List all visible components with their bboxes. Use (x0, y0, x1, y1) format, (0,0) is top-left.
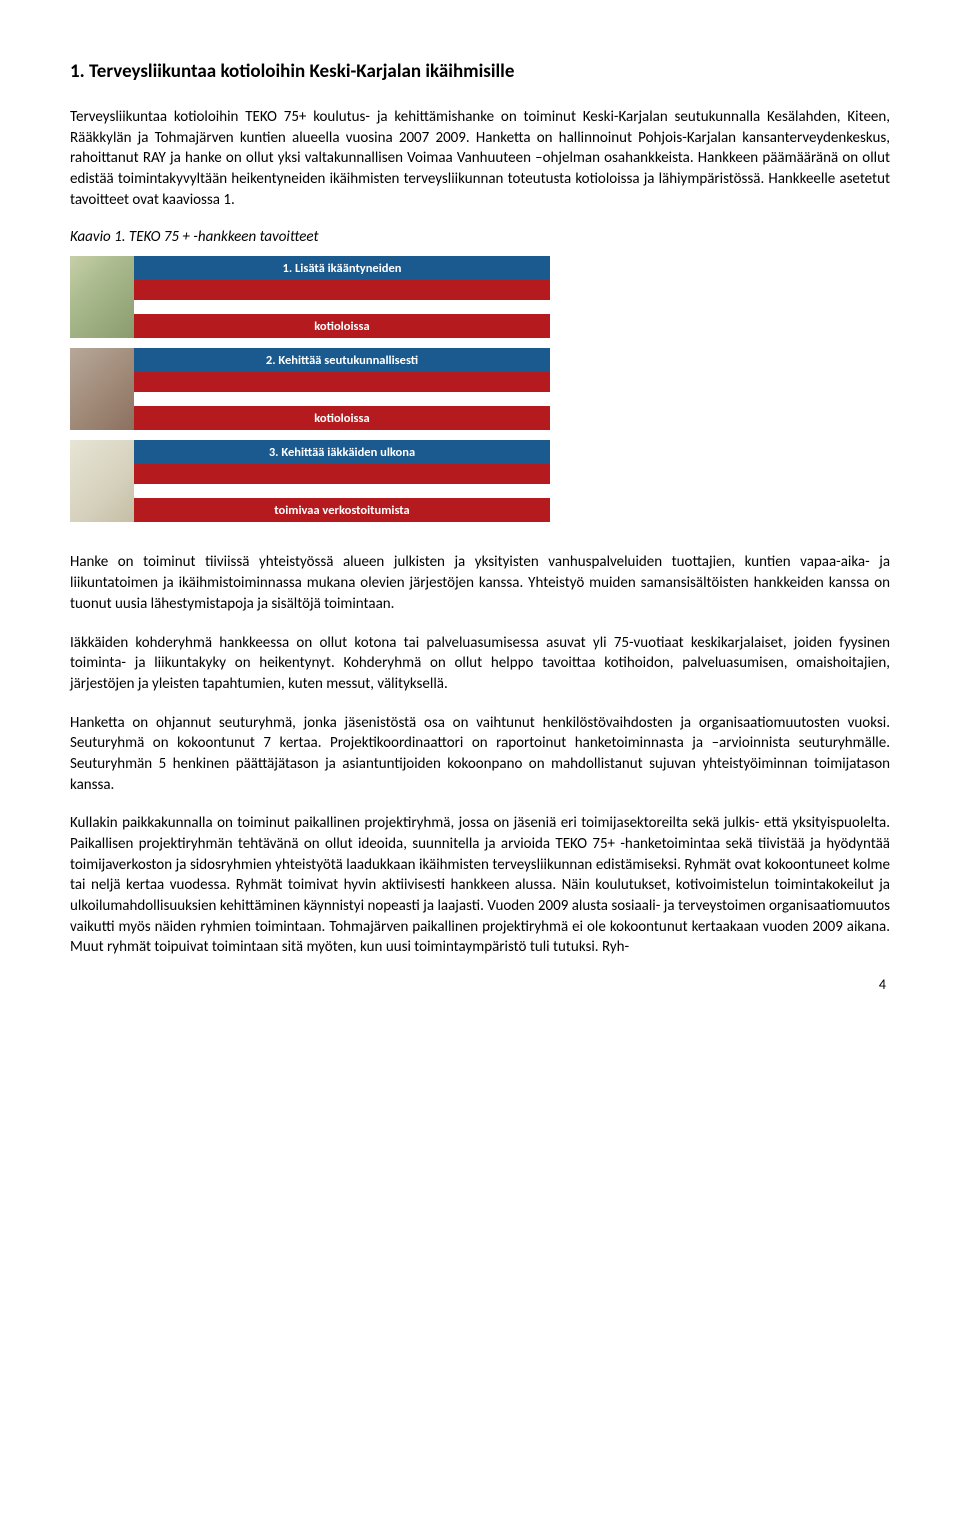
goal-3-white (134, 484, 550, 498)
paragraph-4: Hanketta on ohjannut seuturyhmä, jonka j… (70, 713, 890, 796)
goal-1-red-bottom: kotioloissa (134, 314, 550, 338)
document-page: 1. Terveysliikuntaa kotioloihin Keski-Ka… (0, 0, 960, 1033)
goal-block-1: 1. Lisätä ikääntyneiden kotioloissa (70, 256, 550, 338)
goals-diagram: 1. Lisätä ikääntyneiden kotioloissa 2. K… (70, 256, 550, 522)
goal-photo-3 (70, 440, 134, 522)
goal-block-3: 3. Kehittää iäkkäiden ulkona toimivaa ve… (70, 440, 550, 522)
goal-2-red-top (134, 372, 550, 392)
page-number: 4 (70, 976, 890, 993)
paragraph-1: Terveysliikuntaa kotioloihin TEKO 75+ ko… (70, 107, 890, 210)
paragraph-3: Iäkkäiden kohderyhmä hankkeessa on ollut… (70, 633, 890, 695)
goal-3-red-top (134, 464, 550, 484)
goal-1-red-top (134, 280, 550, 300)
goal-1-white (134, 300, 550, 314)
goal-photo-1 (70, 256, 134, 338)
section-heading: 1. Terveysliikuntaa kotioloihin Keski-Ka… (70, 60, 890, 83)
goal-3-red-bottom: toimivaa verkostoitumista (134, 498, 550, 522)
goal-2-white (134, 392, 550, 406)
goal-photo-2 (70, 348, 134, 430)
goal-block-2: 2. Kehittää seutukunnallisesti kotiolois… (70, 348, 550, 430)
goal-2-red-bottom: kotioloissa (134, 406, 550, 430)
goal-2-title-bar: 2. Kehittää seutukunnallisesti (134, 348, 550, 372)
goal-3-title-bar: 3. Kehittää iäkkäiden ulkona (134, 440, 550, 464)
figure-caption: Kaavio 1. TEKO 75 + -hankkeen tavoitteet (70, 228, 890, 246)
paragraph-5: Kullakin paikkakunnalla on toiminut paik… (70, 813, 890, 958)
goal-1-title-bar: 1. Lisätä ikääntyneiden (134, 256, 550, 280)
paragraph-2: Hanke on toiminut tiiviissä yhteistyössä… (70, 552, 890, 614)
